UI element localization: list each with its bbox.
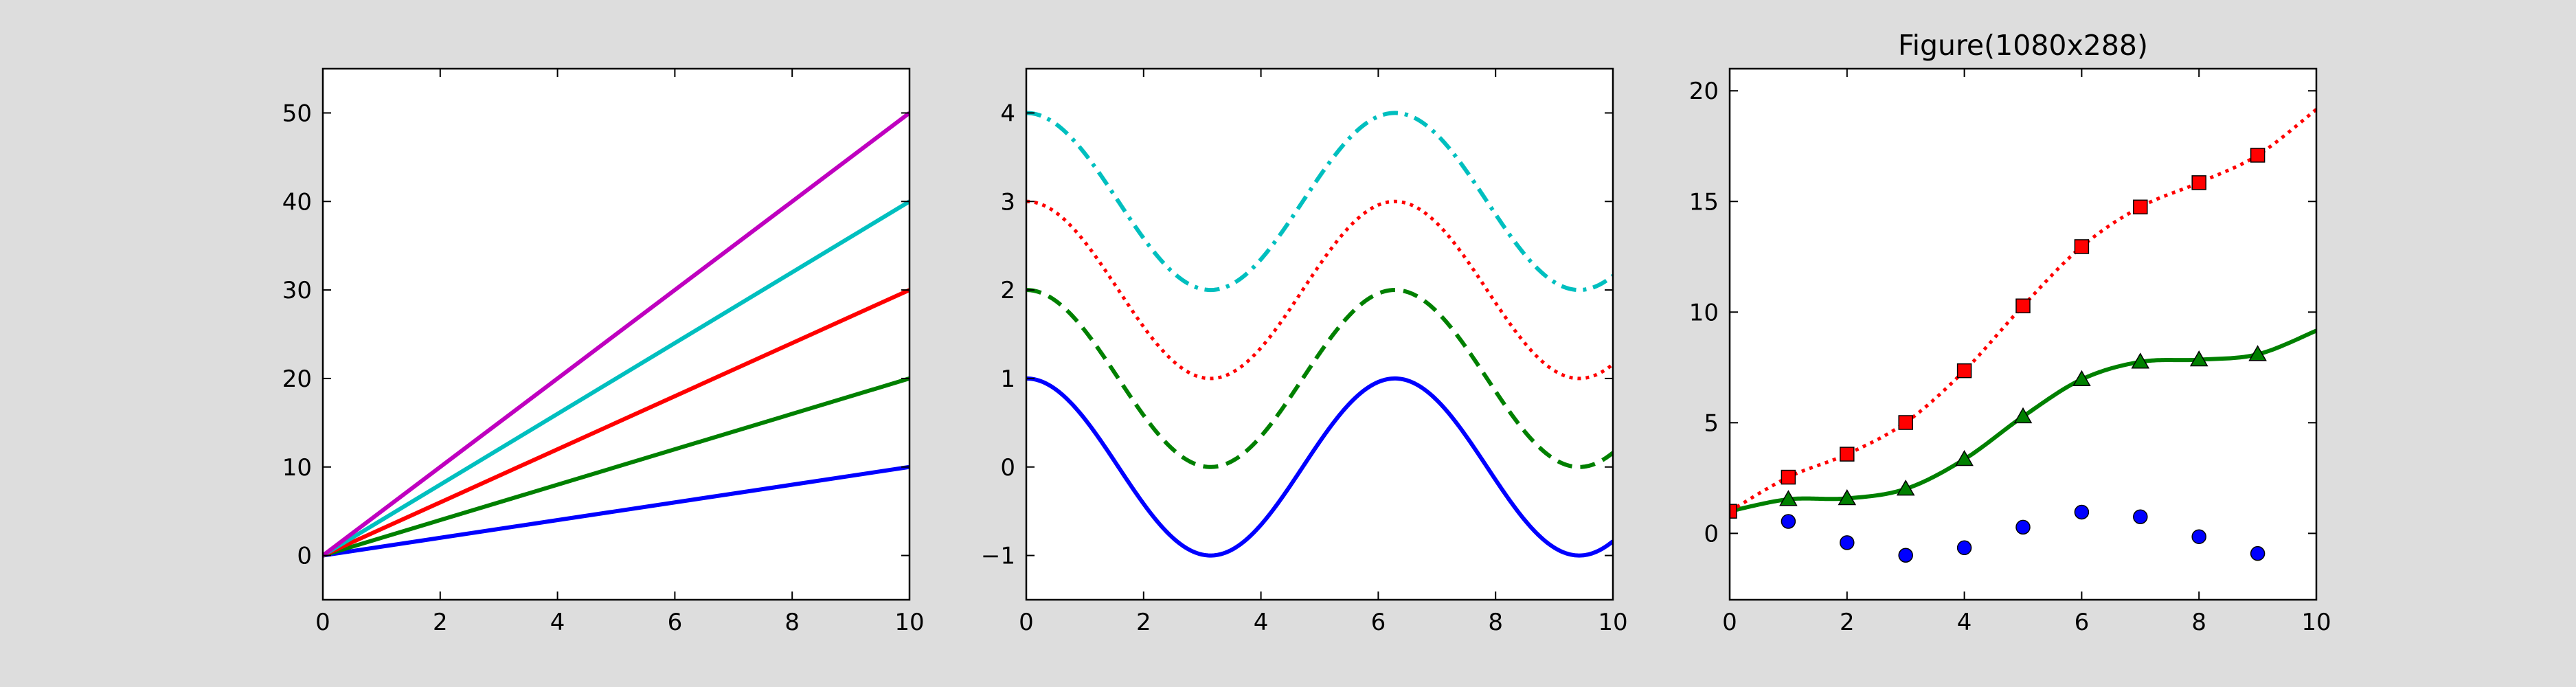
plot-series-group xyxy=(1026,111,1613,558)
series-3-marker xyxy=(2133,199,2148,215)
series-1-line xyxy=(323,464,909,558)
series-2-marker xyxy=(2013,407,2033,424)
series-4-line xyxy=(323,199,909,558)
plot-area xyxy=(1026,69,1613,600)
x-tick-label: 8 xyxy=(1488,609,1503,636)
series-1-marker xyxy=(2191,529,2206,544)
y-tick-label: 20 xyxy=(1689,78,1719,105)
y-tick-label: −1 xyxy=(981,543,1015,570)
y-tick-label: 0 xyxy=(1704,520,1719,548)
series-4-line xyxy=(1026,111,1613,293)
series-3-marker xyxy=(1840,447,1855,462)
series-2-line xyxy=(1026,288,1613,469)
x-tick-label: 4 xyxy=(550,609,565,636)
chart-panel-1: 0 2 4 6 8 10 0 10 20 30 40 50 xyxy=(282,67,925,636)
y-tick-label: 0 xyxy=(297,543,312,570)
series-1-marker xyxy=(1781,514,1796,529)
series-3-line xyxy=(1026,199,1613,381)
series-2-marker xyxy=(1896,480,1915,496)
chart-title: Figure(1080x288) xyxy=(1898,29,2148,62)
y-tick-label: 2 xyxy=(1000,277,1015,304)
x-tick-label: 2 xyxy=(1840,609,1855,636)
y-tick-label: 50 xyxy=(282,100,312,127)
series-3-marker xyxy=(2250,148,2266,163)
series-3-line xyxy=(323,288,909,558)
series-1-marker xyxy=(1956,540,1972,556)
y-tick-label: 5 xyxy=(1704,409,1719,437)
series-2-marker xyxy=(1838,488,1857,506)
x-tick-label: 8 xyxy=(2191,609,2206,636)
series-1-marker xyxy=(1898,548,1913,563)
y-tick-label: 30 xyxy=(282,277,312,304)
plot-frame xyxy=(1728,67,2318,601)
series-3-marker xyxy=(1956,363,1972,379)
plot-series-group xyxy=(323,111,909,558)
y-tick-label: 40 xyxy=(282,188,312,216)
plot-series-group xyxy=(1730,108,2316,563)
plot-area xyxy=(1730,69,2316,600)
series-2-marker xyxy=(1955,449,1974,466)
x-tick-label: 4 xyxy=(1957,609,1972,636)
x-tick-label: 2 xyxy=(433,609,448,636)
y-tick-label: 10 xyxy=(1689,299,1719,326)
y-tick-label: 3 xyxy=(1000,188,1015,216)
x-tick-label: 4 xyxy=(1254,609,1269,636)
series-3-marker xyxy=(1898,415,1913,430)
series-2-marker xyxy=(1779,490,1798,506)
y-tick-label: 10 xyxy=(282,454,312,482)
x-tick-label: 0 xyxy=(1019,609,1034,636)
x-tick-label: 6 xyxy=(668,609,683,636)
series-2-marker xyxy=(2248,345,2267,361)
series-1-marker xyxy=(2074,504,2090,520)
series-3-marker xyxy=(1781,469,1796,485)
y-tick-label: 1 xyxy=(1000,365,1015,393)
series-1-marker xyxy=(1840,535,1855,550)
plot-frame xyxy=(1025,67,1614,601)
series-2-marker xyxy=(2131,352,2150,369)
series-3-marker xyxy=(2074,239,2090,254)
y-tick-label: 4 xyxy=(1000,100,1015,127)
series-1-marker xyxy=(2250,545,2266,561)
x-tick-label: 10 xyxy=(2301,609,2331,636)
x-tick-label: 6 xyxy=(1371,609,1386,636)
series-1-line xyxy=(1026,376,1613,558)
x-tick-label: 2 xyxy=(1136,609,1151,636)
series-2-marker xyxy=(2072,370,2091,386)
x-tick-label: 0 xyxy=(315,609,330,636)
x-tick-label: 10 xyxy=(894,609,924,636)
y-tick-label: 20 xyxy=(282,365,312,393)
chart-panel-3: 0 2 4 6 8 10 0 5 10 15 20 Figure(1080x288) xyxy=(1689,29,2331,636)
plot-frame xyxy=(321,67,911,601)
chart-panel-2: 0 2 4 6 8 10 −1 0 1 2 3 4 xyxy=(981,67,1628,636)
series-2-line xyxy=(323,376,909,558)
series-5-line xyxy=(323,111,909,557)
x-tick-label: 0 xyxy=(1722,609,1737,636)
series-1-marker xyxy=(2015,519,2031,535)
series-2-marker xyxy=(2189,350,2208,367)
x-tick-label: 6 xyxy=(2075,609,2090,636)
y-tick-label: 15 xyxy=(1689,188,1719,216)
x-tick-label: 10 xyxy=(1598,609,1627,636)
series-1-marker xyxy=(2133,509,2148,524)
series-3-marker xyxy=(2015,298,2031,314)
y-tick-label: 0 xyxy=(1000,454,1015,482)
x-tick-label: 8 xyxy=(784,609,800,636)
series-3-marker xyxy=(2191,175,2206,190)
series-3-marker xyxy=(1730,504,1737,519)
